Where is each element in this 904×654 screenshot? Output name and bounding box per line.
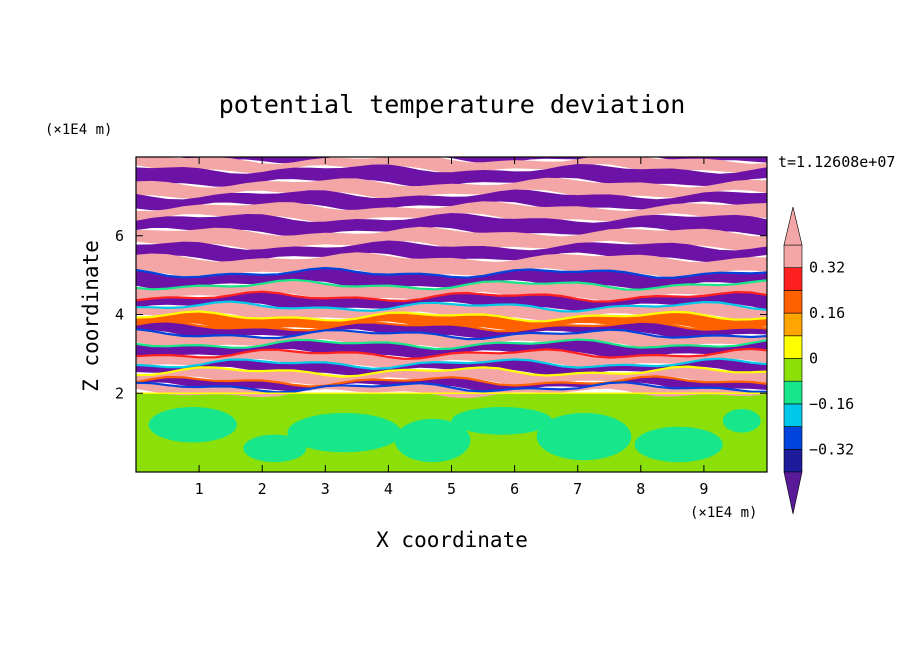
time-label: t=1.12608e+07 (778, 153, 895, 171)
colorbar-segment (783, 290, 803, 314)
contour-band (136, 279, 767, 302)
colorbar-label: −0.16 (809, 395, 854, 413)
x-tick-label: 9 (699, 480, 708, 498)
contour-band (136, 376, 767, 393)
lower-layer-blob (394, 418, 471, 463)
contour-band (136, 226, 767, 251)
contour-edge (136, 338, 767, 351)
colorbar-top-arrow (783, 206, 803, 246)
colorbar-segment (783, 244, 803, 269)
contour-edge (136, 381, 767, 394)
y-axis-unit: (×1E4 m) (45, 122, 112, 138)
contour-edge (136, 266, 767, 280)
contour-edge (136, 310, 767, 323)
lower-layer-blob (722, 409, 761, 433)
contour-band (136, 268, 767, 291)
x-tick-label: 5 (447, 480, 456, 498)
x-tick-label: 1 (195, 480, 204, 498)
x-tick-label: 4 (384, 480, 393, 498)
lower-layer-blob (451, 407, 553, 435)
plot-area (136, 157, 767, 472)
colorbar-segment (783, 358, 803, 382)
contour-band (136, 157, 767, 174)
contour-band (136, 382, 767, 399)
y-tick-label: 4 (115, 306, 124, 324)
y-tick-label: 2 (115, 384, 124, 402)
contour-edge (136, 278, 767, 291)
contour-band (136, 213, 767, 237)
colorbar-segment (783, 267, 803, 291)
colorbar-label: 0 (809, 350, 818, 368)
colorbar-segment (783, 426, 803, 450)
contour-edge (136, 347, 767, 361)
contour-band (136, 189, 767, 212)
y-axis: 2 4 6 (115, 227, 767, 402)
x-tick-label: 8 (636, 480, 645, 498)
colorbar-label: 0.32 (809, 259, 845, 277)
x-axis: 1 2 3 4 5 6 7 8 9 (195, 157, 708, 498)
contour-edge (136, 365, 767, 378)
contour-edge (136, 320, 767, 333)
colorbar-bottom-arrow (783, 471, 803, 515)
contour-edge (136, 328, 767, 341)
lower-layer-blob (536, 412, 632, 461)
x-tick-label: 3 (321, 480, 330, 498)
contour-band (136, 301, 767, 322)
contour-band (177, 157, 767, 164)
contour-edge (136, 300, 767, 313)
colorbar: 0.32 0.16 0 −0.16 −0.32 (783, 206, 854, 515)
colorbar-segment (783, 335, 803, 359)
colorbar-segment (783, 403, 803, 427)
y-tick-label: 6 (115, 227, 124, 245)
y-axis-label: Z coordinate (79, 240, 103, 392)
contour-edge (136, 375, 767, 388)
contour-band (136, 201, 767, 223)
lower-layer-blob (148, 407, 237, 443)
x-tick-label: 7 (573, 480, 582, 498)
contour-band (136, 240, 767, 263)
lower-layer-blob (634, 426, 723, 463)
x-axis-label: X coordinate (376, 528, 528, 552)
lower-layer-blob (287, 412, 402, 453)
contour-edge (136, 357, 767, 370)
colorbar-segment (783, 448, 803, 473)
contour-band (136, 177, 767, 200)
x-tick-label: 2 (258, 480, 267, 498)
x-axis-unit: (×1E4 m) (690, 505, 757, 521)
lower-layer-blob (243, 434, 307, 463)
x-tick-label: 6 (510, 480, 519, 498)
contour-band (136, 329, 767, 349)
colorbar-segment (783, 380, 803, 405)
chart-title: potential temperature deviation (219, 90, 686, 119)
contour-band (136, 164, 767, 188)
colorbar-segment (783, 312, 803, 337)
colorbar-label: 0.16 (809, 304, 845, 322)
colorbar-label: −0.32 (809, 440, 854, 458)
contour-edge (136, 290, 767, 303)
